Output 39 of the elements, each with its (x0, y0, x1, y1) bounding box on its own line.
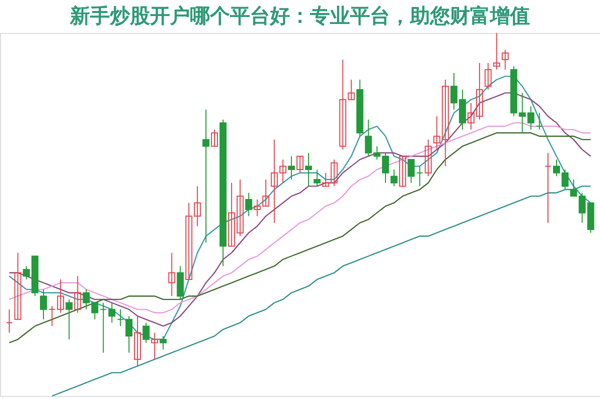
candlestick (399, 156, 406, 187)
candlestick (493, 32, 500, 70)
candlestick (108, 302, 116, 324)
candlestick (40, 288, 47, 320)
candlestick (116, 308, 124, 327)
candlestick (314, 169, 321, 187)
candlestick (134, 316, 142, 367)
candlestick (416, 166, 424, 187)
candlestick (254, 199, 261, 217)
candlestick (245, 192, 252, 217)
candlestick (168, 252, 176, 297)
candlestick (48, 306, 56, 327)
candlestick (14, 252, 22, 320)
chart-title: 新手炒股开户哪个平台好：专业平台，助您财富增值 (69, 4, 530, 28)
candlestick (210, 129, 218, 147)
candlestick (74, 276, 82, 314)
candlestick (151, 332, 158, 360)
candlestick (544, 152, 552, 224)
candlestick (484, 62, 492, 90)
candlestick (408, 159, 415, 184)
candlestick (262, 179, 270, 207)
candlestick (424, 139, 432, 177)
candlestick (202, 109, 210, 244)
candlestick (6, 308, 13, 334)
candlestick (160, 336, 167, 350)
candlestick (502, 49, 509, 70)
candlestick (100, 302, 107, 354)
candlestick (536, 112, 543, 130)
candlestick (390, 169, 398, 187)
candlestick (288, 156, 295, 180)
candlestick (66, 298, 73, 340)
candlestick (296, 156, 304, 174)
candlestick (125, 316, 132, 354)
candlestick (82, 288, 90, 310)
candlestick (57, 278, 64, 314)
candlestick (176, 266, 184, 300)
candlestick (305, 152, 312, 187)
candlestick (91, 302, 98, 320)
candlestick (142, 322, 150, 344)
